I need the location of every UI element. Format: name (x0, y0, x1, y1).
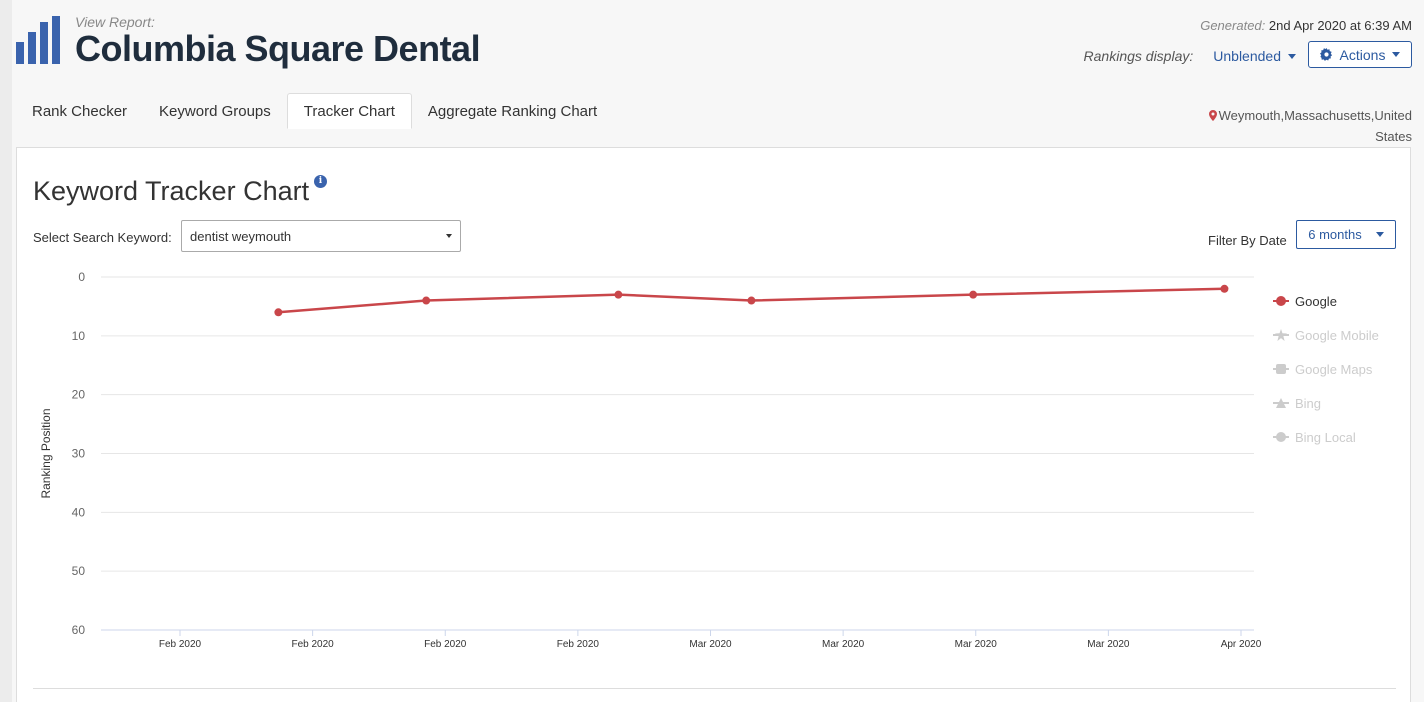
keyword-select-label: Select Search Keyword: (33, 230, 172, 245)
gear-icon (1319, 48, 1332, 61)
legend-item-google[interactable]: Google (1273, 284, 1403, 318)
legend-item-bing-local[interactable]: Bing Local (1273, 420, 1403, 454)
data-point-google (1220, 284, 1229, 293)
rankings-display-value: Unblended (1213, 48, 1281, 64)
legend-item-google-maps[interactable]: Google Maps (1273, 352, 1403, 386)
y-tick-label: 0 (78, 270, 85, 284)
view-report-label: View Report: (75, 14, 155, 30)
location-label: Weymouth,Massachusetts,United States (1202, 105, 1412, 147)
tab-keyword-groups[interactable]: Keyword Groups (159, 102, 271, 120)
legend-symbol-icon (1273, 398, 1289, 408)
y-tick-label: 10 (72, 329, 86, 343)
x-tick-label: Feb 2020 (291, 639, 334, 650)
series-line-google (278, 287, 1225, 314)
info-icon[interactable]: i (314, 175, 327, 188)
chevron-down-icon (1288, 53, 1296, 59)
generated-timestamp: Generated: 2nd Apr 2020 at 6:39 AM (1200, 18, 1412, 33)
filter-date-value: 6 months (1308, 227, 1362, 242)
x-tick-label: Feb 2020 (159, 639, 202, 650)
y-tick-label: 20 (72, 388, 86, 402)
x-tick-label: Mar 2020 (689, 639, 732, 650)
y-tick-label: 40 (72, 505, 86, 519)
rankings-display-dropdown[interactable]: Unblended (1213, 48, 1296, 64)
chevron-down-icon (446, 234, 452, 238)
x-tick-label: Feb 2020 (557, 639, 600, 650)
generated-label: Generated: (1200, 18, 1266, 33)
data-point-google (614, 290, 623, 299)
x-tick-label: Mar 2020 (955, 639, 998, 650)
keyword-select-value: dentist weymouth (190, 228, 292, 244)
generated-value: 2nd Apr 2020 at 6:39 AM (1268, 18, 1412, 33)
legend-label: Bing Local (1295, 429, 1356, 445)
bar-chart-logo-icon (16, 16, 66, 64)
rankings-display-label: Rankings display: (1083, 48, 1194, 64)
page-title: Columbia Square Dental (75, 28, 481, 69)
chart-legend: Google Google Mobile Google Maps Bing Bing L… (1273, 284, 1403, 454)
legend-label: Google (1295, 293, 1337, 309)
tab-tracker-chart[interactable]: Tracker Chart (286, 93, 412, 129)
y-axis-title: Ranking Position (39, 408, 53, 498)
location-text: Weymouth,Massachusetts,United States (1218, 108, 1412, 144)
actions-label: Actions (1339, 46, 1386, 63)
x-tick-label: Apr 2020 (1221, 639, 1262, 650)
x-tick-label: Mar 2020 (822, 639, 865, 650)
y-tick-label: 60 (72, 623, 86, 637)
legend-label: Google Mobile (1295, 327, 1379, 343)
legend-label: Google Maps (1295, 361, 1373, 377)
panel-divider (33, 688, 1396, 689)
chevron-down-icon (1375, 232, 1384, 237)
report-header: View Report: Columbia Square Dental Gene… (16, 10, 1416, 90)
x-tick-label: Feb 2020 (424, 639, 467, 650)
actions-button[interactable]: Actions (1308, 41, 1412, 68)
data-point-google (969, 290, 978, 299)
ranking-line-chart: 0 10 20 30 40 50 60 Feb 2020 Feb 2020 Feb 2020 Feb… (39, 270, 1262, 650)
x-tick-label: Mar 2020 (1087, 639, 1130, 650)
report-tabs: Rank Checker Keyword Groups Tracker Char… (16, 93, 613, 129)
data-point-google (422, 296, 431, 305)
legend-label: Bing (1295, 395, 1322, 411)
legend-symbol-icon (1273, 296, 1289, 306)
tab-aggregate-ranking-chart[interactable]: Aggregate Ranking Chart (427, 102, 598, 120)
legend-symbol-icon (1273, 330, 1289, 340)
map-pin-icon (1208, 110, 1217, 121)
chevron-down-icon (1392, 52, 1401, 57)
keyword-select[interactable]: dentist weymouth (181, 220, 461, 252)
tracker-chart-panel: Keyword Tracker Chart i Select Search Ke… (16, 147, 1411, 702)
y-tick-label: 30 (72, 447, 86, 461)
legend-symbol-icon (1273, 364, 1289, 374)
panel-title: Keyword Tracker Chart (33, 176, 310, 206)
filter-date-dropdown[interactable]: 6 months (1296, 220, 1396, 249)
rankings-display: Rankings display: Unblended (1084, 48, 1296, 64)
tab-rank-checker[interactable]: Rank Checker (32, 102, 128, 120)
y-tick-label: 50 (72, 564, 86, 578)
left-edge-strip (0, 0, 12, 702)
legend-symbol-icon (1273, 432, 1289, 442)
legend-item-google-mobile[interactable]: Google Mobile (1273, 318, 1403, 352)
data-point-google (274, 308, 283, 317)
legend-item-bing[interactable]: Bing (1273, 386, 1403, 420)
filter-date-label: Filter By Date (1208, 233, 1287, 248)
data-point-google (747, 296, 756, 305)
